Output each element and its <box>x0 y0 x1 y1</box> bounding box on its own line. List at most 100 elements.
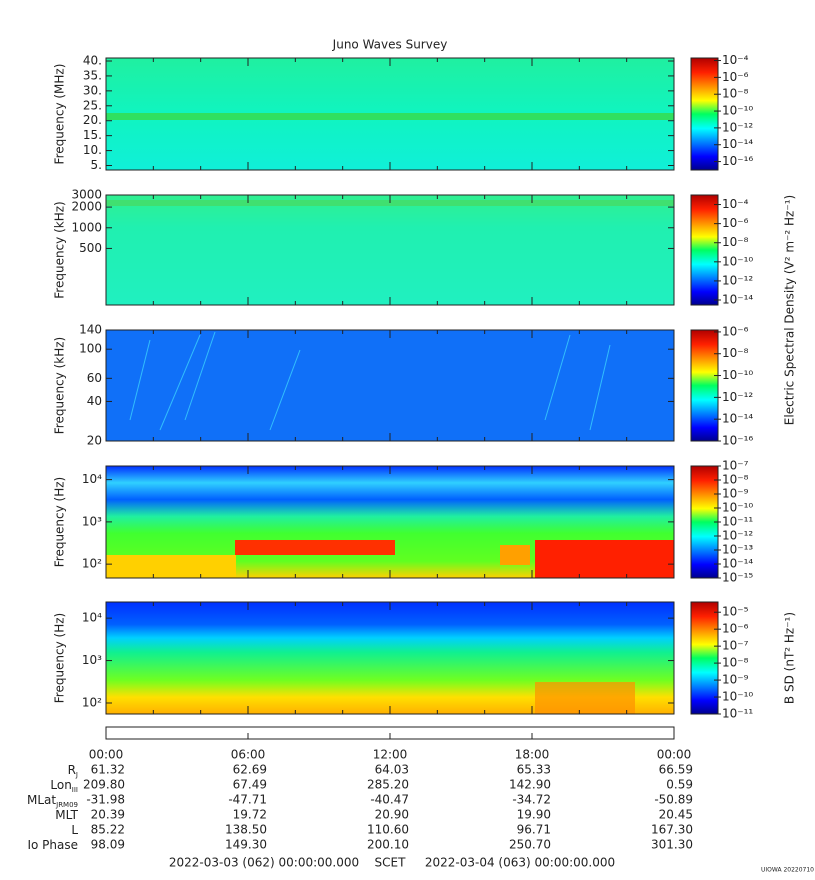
ephemeris-value: 138.50 <box>225 823 267 837</box>
y-axis-label: Frequency (kHz) <box>53 201 67 298</box>
y-tick-label: 30. <box>83 83 102 97</box>
colorbar-tick-label: 10⁻¹² <box>722 529 753 543</box>
colorbar-tick-label: 10⁻⁶ <box>722 70 749 84</box>
y-tick-label: 140 <box>79 323 102 337</box>
ephemeris-value: 20.39 <box>91 808 125 822</box>
colorbar-frame <box>690 329 719 442</box>
colorbar-tick-label: 10⁻⁷ <box>722 459 749 473</box>
y-axis-label: Frequency (Hz) <box>53 477 67 568</box>
footer-start: 2022-03-03 (062) 00:00:00.000 <box>169 856 359 870</box>
y-tick-label: 20. <box>83 113 102 127</box>
y-axis-label: Frequency (MHz) <box>53 64 67 165</box>
patch <box>500 545 530 565</box>
label-text: Lon <box>50 778 71 792</box>
ephemeris-value: 64.03 <box>375 763 409 777</box>
colorbar-tick-label: 10⁻⁸ <box>722 656 749 670</box>
y-tick-label: 10. <box>83 143 102 157</box>
y-tick-label: 40. <box>83 53 102 67</box>
ephemeris-value: 62.69 <box>233 763 267 777</box>
x-tick-label: 00:00 <box>89 748 124 762</box>
colorbar-frame <box>690 601 719 715</box>
title: Juno Waves Survey <box>332 38 448 52</box>
ephemeris-value: 285.20 <box>367 778 409 792</box>
colorbar-tick-label: 10⁻¹⁴ <box>722 293 753 307</box>
y-tick-label: 10² <box>82 695 102 709</box>
ephemeris-value: 149.30 <box>225 838 267 852</box>
colorbar-tick-label: 10⁻¹³ <box>722 543 753 557</box>
y-tick-label: 10³ <box>82 653 102 667</box>
colorbar-tick-label: 10⁻¹⁵ <box>722 571 753 585</box>
ephemeris-value: -47.71 <box>228 793 267 807</box>
colorbar-label: B SD (nT² Hz⁻¹) <box>783 612 797 704</box>
ephemeris-value: 61.32 <box>91 763 125 777</box>
patch <box>535 682 635 714</box>
ephemeris-label: MLT <box>55 808 78 822</box>
label-sub: J <box>75 771 78 779</box>
y-tick-label: 40 <box>87 394 102 408</box>
colorbar-label: Electric Spectral Density (V² m⁻² Hz⁻¹) <box>783 195 797 425</box>
colorbar-tick-label: 10⁻¹⁴ <box>722 557 753 571</box>
colorbar-tick-label: 10⁻⁶ <box>722 622 749 636</box>
ephemeris-label: MLatJRM09 <box>27 793 78 810</box>
y-tick-label: 1000 <box>71 220 102 234</box>
y-tick-label: 10² <box>82 557 102 571</box>
patch <box>106 555 236 578</box>
colorbar-tick-label: 10⁻⁴ <box>722 53 749 67</box>
colorbar-tick-label: 10⁻¹⁶ <box>722 434 753 448</box>
y-tick-label: 15. <box>83 128 102 142</box>
colorbar-tick-label: 10⁻⁹ <box>722 673 749 687</box>
patch <box>235 540 395 555</box>
x-tick-label: 12:00 <box>373 748 408 762</box>
colorbar-tick-label: 10⁻⁸ <box>722 346 749 360</box>
ephemeris-label: LonIII <box>50 778 78 795</box>
ephemeris-value: 19.72 <box>233 808 267 822</box>
y-tick-label: 10³ <box>82 514 102 528</box>
label-text: L <box>71 823 78 837</box>
colorbar-tick-label: 10⁻⁵ <box>722 605 749 619</box>
y-axis-label: Frequency (Hz) <box>53 613 67 704</box>
colorbar-tick-label: 10⁻¹² <box>722 273 753 287</box>
ephemeris-value: 19.90 <box>517 808 551 822</box>
ephemeris-value: 209.80 <box>83 778 125 792</box>
colorbar-tick-label: 10⁻¹⁰ <box>722 690 753 704</box>
colorbar-tick-label: 10⁻¹⁶ <box>722 154 753 168</box>
colorbar-tick-label: 10⁻⁸ <box>722 473 749 487</box>
colorbar-tick-label: 10⁻¹⁴ <box>722 412 753 426</box>
ephemeris-value: 142.90 <box>509 778 551 792</box>
colorbar-tick-label: 10⁻⁷ <box>722 639 749 653</box>
colorbar-tick-label: 10⁻⁴ <box>722 197 749 211</box>
streaks <box>129 331 611 431</box>
colorbar-tick-label: 10⁻⁶ <box>722 324 749 338</box>
ephemeris-value: 98.09 <box>91 838 125 852</box>
y-tick-label: 35. <box>83 68 102 82</box>
colorbar-tick-label: 10⁻¹⁰ <box>722 104 753 118</box>
credit: UIOWA 20220710 <box>761 867 814 874</box>
colorbar-tick-label: 10⁻¹⁴ <box>722 137 753 151</box>
y-tick-label: 10⁴ <box>82 611 102 625</box>
y-axis-label: Frequency (kHz) <box>53 337 67 434</box>
ephemeris-value: 20.45 <box>659 808 693 822</box>
ephemeris-value: 85.22 <box>91 823 125 837</box>
colorbar-tick-label: 10⁻⁸ <box>722 87 749 101</box>
ephemeris-value: 96.71 <box>517 823 551 837</box>
y-tick-label: 500 <box>79 241 102 255</box>
y-tick-label: 3000 <box>71 188 102 202</box>
y-tick-label: 100 <box>79 342 102 356</box>
colorbar-tick-label: 10⁻¹⁰ <box>722 368 753 382</box>
ephemeris-value: -40.47 <box>370 793 409 807</box>
colorbar-tick-label: 10⁻¹⁰ <box>722 254 753 268</box>
ephemeris-value: -34.72 <box>512 793 551 807</box>
ephemeris-label: RJ <box>68 763 78 780</box>
colorbar <box>691 602 718 714</box>
colorbar-tick-label: 10⁻⁸ <box>722 235 749 249</box>
colorbar <box>691 330 718 441</box>
y-tick-label: 2000 <box>71 200 102 214</box>
label-sub: III <box>72 786 78 794</box>
ephemeris-value: 200.10 <box>367 838 409 852</box>
label-text: MLat <box>27 793 56 807</box>
ephemeris-value: 301.30 <box>651 838 693 852</box>
label-sub: JRM09 <box>55 801 78 809</box>
footer-axis: SCET <box>375 856 407 870</box>
x-tick-label: 18:00 <box>515 748 550 762</box>
